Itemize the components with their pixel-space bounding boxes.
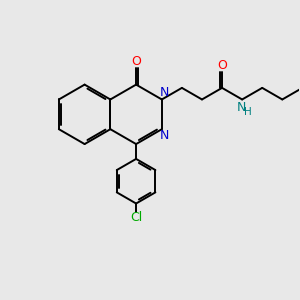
Text: O: O bbox=[217, 59, 227, 72]
Text: Cl: Cl bbox=[130, 211, 142, 224]
Text: O: O bbox=[131, 55, 141, 68]
Text: N: N bbox=[160, 129, 169, 142]
Text: H: H bbox=[244, 107, 252, 117]
Text: N: N bbox=[237, 101, 246, 114]
Text: N: N bbox=[160, 86, 169, 99]
